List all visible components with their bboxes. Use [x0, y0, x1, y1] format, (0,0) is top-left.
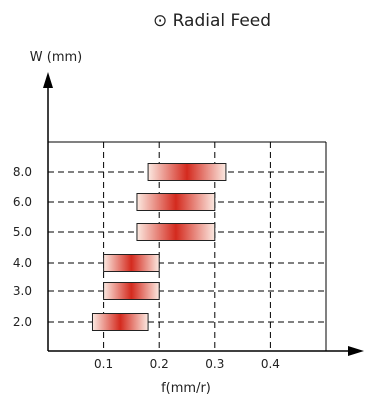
y-tick-label-2.0: 2.0: [13, 315, 32, 329]
y-tick-label-4.0: 4.0: [13, 256, 32, 270]
y-tick-label-8.0: 8.0: [13, 165, 32, 179]
axes: [43, 72, 364, 356]
range-bar-5.0: [136, 223, 216, 241]
x-axis-arrow: [348, 346, 364, 356]
range-bars: [91, 163, 227, 331]
range-bar-4.0: [103, 254, 160, 272]
range-bar-6.0: [136, 193, 216, 211]
y-tick-label-5.0: 5.0: [13, 225, 32, 239]
x-tick-label-0.1: 0.1: [94, 357, 113, 371]
x-tick-labels: 0.1 0.2 0.3 0.4: [94, 357, 280, 371]
x-tick-label-0.4: 0.4: [261, 357, 280, 371]
y-tick-labels: 2.0 3.0 4.0 5.0 6.0 8.0: [13, 165, 32, 329]
range-bar-2.0: [91, 313, 149, 331]
chart-title: ⊙ Radial Feed: [153, 11, 271, 31]
range-bar-3.0: [103, 282, 160, 300]
x-axis-label: f(mm/r): [161, 381, 211, 396]
x-tick-label-0.3: 0.3: [205, 357, 224, 371]
y-tick-label-3.0: 3.0: [13, 284, 32, 298]
x-tick-label-0.2: 0.2: [150, 357, 169, 371]
y-tick-label-6.0: 6.0: [13, 195, 32, 209]
range-bar-8.0: [147, 163, 227, 181]
y-axis-label: W (mm): [30, 50, 82, 65]
y-axis-arrow: [43, 72, 53, 88]
